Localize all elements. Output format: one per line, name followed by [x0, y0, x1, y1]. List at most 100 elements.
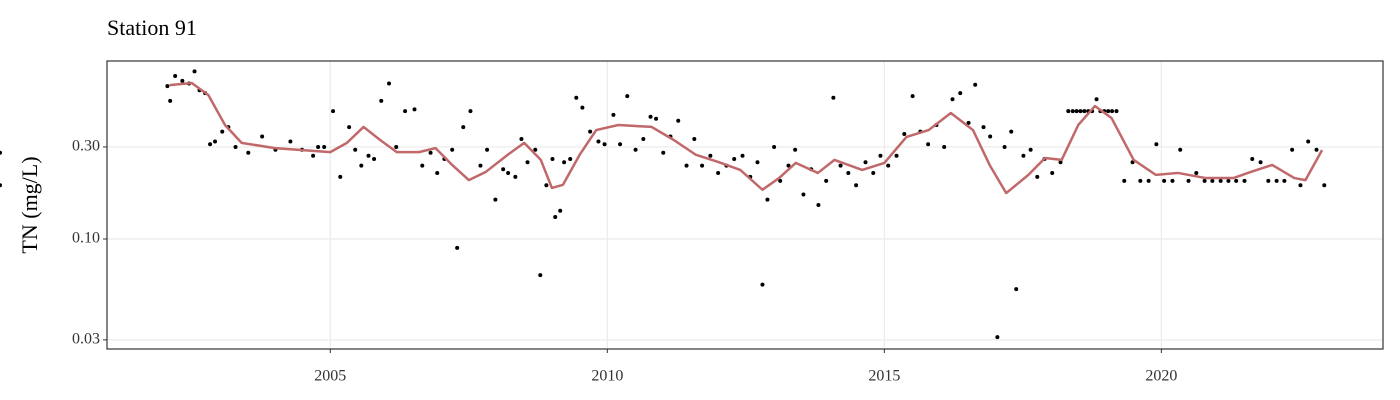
- data-point: [165, 84, 170, 89]
- data-point: [1154, 142, 1159, 147]
- data-point: [322, 144, 327, 149]
- data-point: [1028, 147, 1033, 152]
- data-point: [1002, 144, 1007, 149]
- data-point: [379, 98, 384, 103]
- data-point: [778, 178, 783, 183]
- data-point: [1078, 109, 1083, 114]
- data-point: [950, 97, 955, 102]
- data-point: [1170, 178, 1175, 183]
- data-point: [995, 335, 1000, 340]
- data-point: [246, 150, 251, 155]
- data-point: [760, 282, 765, 287]
- data-point: [618, 142, 623, 147]
- data-point: [316, 144, 321, 149]
- data-point: [461, 125, 466, 130]
- y-tick-label: 0.03: [72, 331, 100, 348]
- plot-background: [107, 61, 1383, 349]
- data-point: [1274, 178, 1279, 183]
- data-point: [648, 114, 653, 119]
- chart-title: Station 91: [107, 15, 197, 40]
- data-point: [878, 153, 883, 158]
- data-point: [740, 153, 745, 158]
- data-point: [1106, 109, 1111, 114]
- data-point: [1114, 109, 1119, 114]
- data-point: [213, 139, 218, 144]
- data-point: [468, 109, 473, 114]
- data-point: [478, 163, 483, 168]
- data-point: [886, 163, 891, 168]
- data-point: [676, 118, 681, 123]
- data-point: [596, 139, 601, 144]
- data-point: [372, 156, 377, 161]
- data-point: [801, 192, 806, 197]
- data-point: [1009, 129, 1014, 134]
- data-point: [684, 163, 689, 168]
- data-point: [260, 134, 265, 139]
- data-point: [485, 147, 490, 152]
- data-point: [1110, 109, 1115, 114]
- data-point: [220, 129, 225, 134]
- data-point: [1014, 287, 1019, 292]
- data-point: [493, 197, 498, 202]
- data-point: [894, 153, 899, 158]
- data-point: [966, 120, 971, 125]
- data-point: [192, 69, 197, 74]
- data-point: [716, 170, 721, 175]
- data-point: [558, 208, 563, 213]
- data-point: [366, 153, 371, 158]
- y-tick-label: 0.10: [72, 230, 100, 247]
- data-point: [501, 167, 506, 172]
- data-point: [353, 147, 358, 152]
- data-point: [588, 129, 593, 134]
- data-point: [1058, 160, 1063, 165]
- data-point: [0, 183, 2, 188]
- data-point: [403, 109, 408, 114]
- data-point: [180, 78, 185, 83]
- data-point: [786, 163, 791, 168]
- data-point: [208, 142, 213, 147]
- data-point: [732, 156, 737, 161]
- data-point: [1186, 178, 1191, 183]
- data-point: [331, 109, 336, 114]
- data-point: [831, 95, 836, 100]
- data-point: [1218, 178, 1223, 183]
- data-point: [755, 160, 760, 165]
- data-point: [1234, 178, 1239, 183]
- data-point: [1194, 170, 1199, 175]
- data-point: [435, 170, 440, 175]
- data-point: [513, 174, 518, 179]
- data-point: [863, 160, 868, 165]
- data-point: [574, 95, 579, 100]
- data-point: [519, 136, 524, 141]
- data-point: [455, 245, 460, 250]
- data-point: [338, 174, 343, 179]
- data-point: [692, 136, 697, 141]
- data-point: [168, 98, 173, 103]
- data-point: [700, 163, 705, 168]
- data-point: [1202, 178, 1207, 183]
- data-point: [824, 178, 829, 183]
- data-point: [506, 170, 511, 175]
- data-point: [1242, 178, 1247, 183]
- data-point: [1070, 109, 1075, 114]
- data-point: [1094, 97, 1099, 102]
- data-point: [926, 142, 931, 147]
- data-point: [412, 107, 417, 112]
- data-point: [544, 183, 549, 188]
- data-point: [1074, 109, 1079, 114]
- data-point: [0, 150, 2, 155]
- data-point: [973, 82, 978, 87]
- data-point: [1298, 183, 1303, 188]
- data-point: [173, 73, 178, 78]
- data-point: [533, 147, 538, 152]
- data-point: [233, 144, 238, 149]
- data-point: [311, 153, 316, 158]
- data-point: [625, 94, 630, 99]
- data-point: [1226, 178, 1231, 183]
- data-point: [1282, 178, 1287, 183]
- data-point: [1210, 178, 1215, 183]
- data-point: [1035, 174, 1040, 179]
- data-point: [1146, 178, 1151, 183]
- data-point: [568, 156, 573, 161]
